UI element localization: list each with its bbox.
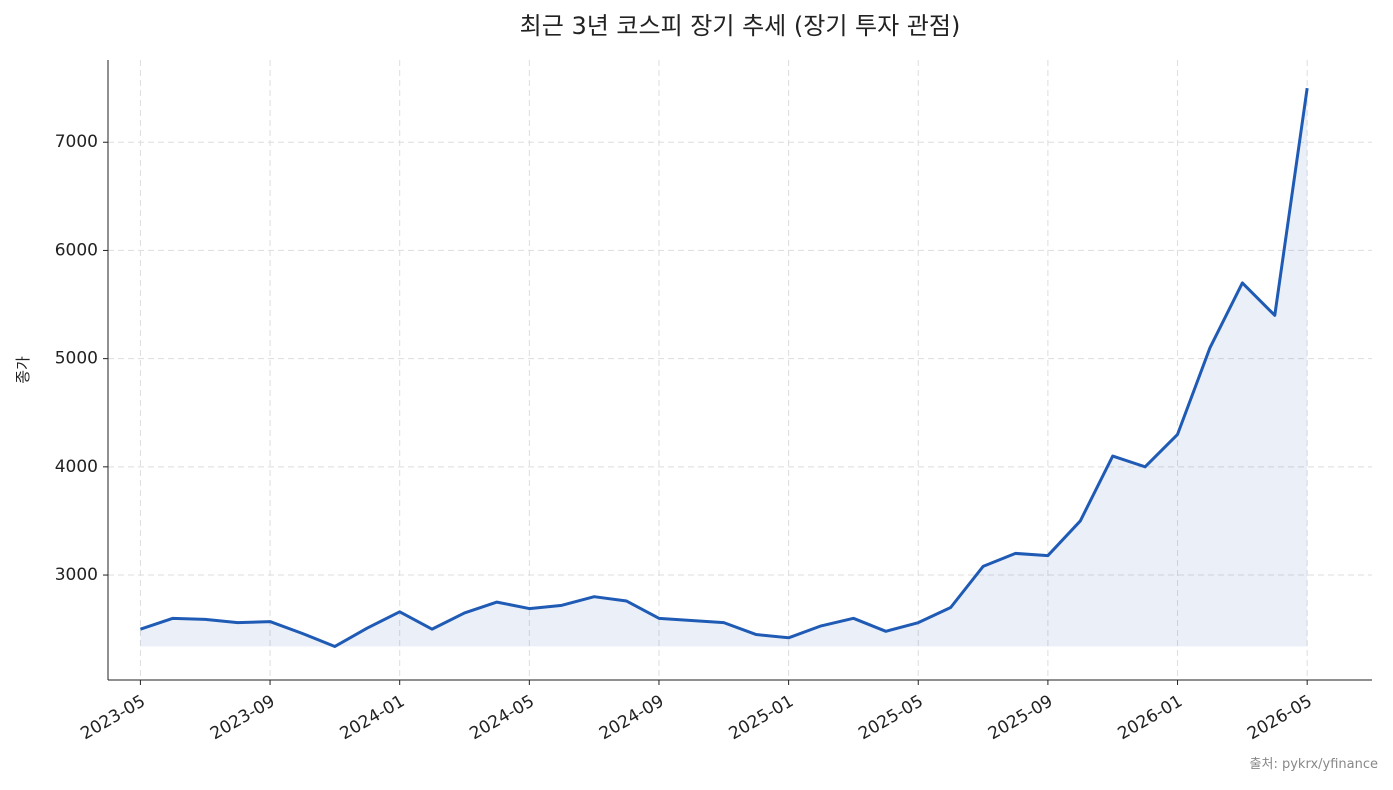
x-tick-label: 2026-05 xyxy=(1244,691,1316,744)
line xyxy=(139,87,1309,648)
x-tick-label: 2025-05 xyxy=(855,691,927,744)
y-tick-label: 3000 xyxy=(55,565,98,585)
x-tick-label: 2023-05 xyxy=(77,691,149,744)
x-tick-label: 2023-09 xyxy=(207,691,279,744)
y-tick-label: 5000 xyxy=(55,349,98,369)
x-tick-label: 2025-01 xyxy=(726,691,798,744)
source-note: 출처: pykrx/yfinance xyxy=(1250,757,1378,772)
x-tick-label: 2025-09 xyxy=(985,691,1057,744)
x-tick-label: 2024-01 xyxy=(337,691,409,744)
y-axis-label: 종가 xyxy=(14,356,32,384)
y-tick-label: 4000 xyxy=(55,457,98,477)
y-tick-label: 6000 xyxy=(55,240,98,260)
y-tick-label: 7000 xyxy=(55,132,98,152)
x-tick-label: 2024-05 xyxy=(466,691,538,744)
x-tick-label: 2024-09 xyxy=(596,691,668,744)
area xyxy=(140,88,1308,647)
chart-title: 최근 3년 코스피 장기 추세 (장기 투자 관점) xyxy=(520,12,961,40)
x-tick-label: 2026-01 xyxy=(1115,691,1187,744)
